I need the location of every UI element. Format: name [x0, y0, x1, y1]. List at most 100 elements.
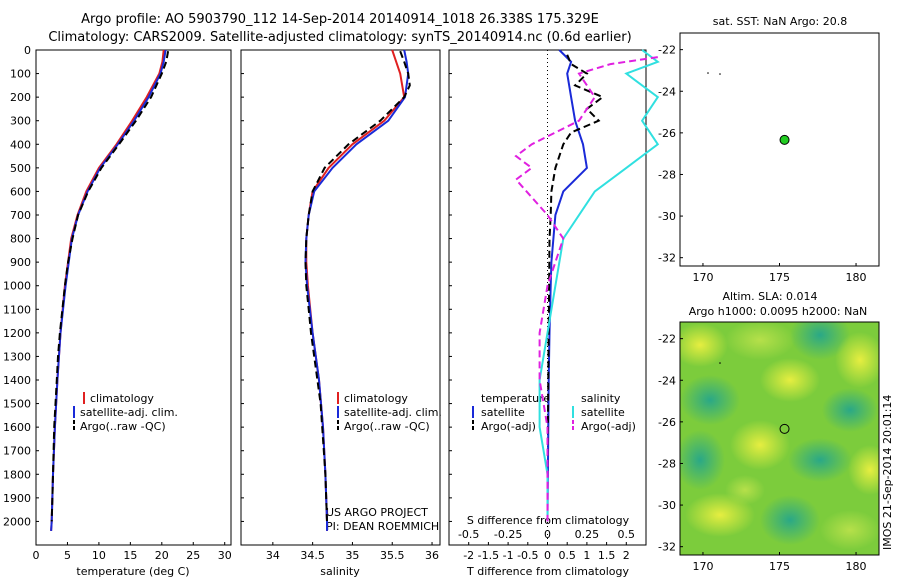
diff-legend-temperature-title: temperature [481, 392, 550, 405]
depth-tick-label: 100 [10, 68, 31, 81]
map-y-tick-label: -24 [658, 85, 676, 98]
temperature-panel-frame [35, 49, 232, 546]
temperature-axis-label: temperature (deg C) [76, 565, 189, 578]
depth-tick-label: 1600 [3, 421, 31, 434]
depth-tick-label: 600 [10, 185, 31, 198]
depth-tick-label: 1100 [3, 303, 31, 316]
series-line-sat [304, 49, 410, 531]
diff-legend-salinity-title: salinity [581, 392, 621, 405]
map-dot [707, 72, 709, 74]
map-dot [719, 362, 721, 364]
float-position-marker [779, 423, 790, 434]
depth-tick-label: 1400 [3, 374, 31, 387]
map-x-tick-label: 180 [846, 560, 867, 573]
x-tick-label: 30 [218, 549, 232, 562]
x-tick-label: 1 [583, 549, 590, 562]
x-tick-label: 2 [623, 549, 630, 562]
map-y-tick-label: -30 [658, 210, 676, 223]
sla-map-title: Altim. SLA: 0.014 [722, 290, 817, 303]
x-tick-label: 15 [123, 549, 137, 562]
temperature-legend-satellite: satellite-adj. clim. [80, 406, 178, 419]
temperature-legend-argo: Argo(..raw -QC) [80, 420, 166, 433]
salinity-legend-climatology: climatology [344, 392, 408, 405]
depth-tick-label: 500 [10, 162, 31, 175]
map-y-tick-label: -30 [658, 499, 676, 512]
x-tick-label: 35.5 [380, 549, 405, 562]
depth-tick-label: 1000 [3, 280, 31, 293]
x-tick-label: 10 [92, 549, 106, 562]
map-y-tick-label: -22 [658, 333, 676, 346]
header-line-2: Climatology: CARS2009. Satellite-adjuste… [48, 30, 632, 45]
depth-tick-label: 1300 [3, 350, 31, 363]
header-line-1: Argo profile: AO 5903790_112 14-Sep-2014… [81, 12, 599, 27]
x-tick-label: 25 [186, 549, 200, 562]
map-y-tick-label: -26 [658, 127, 676, 140]
depth-tick-label: 200 [10, 91, 31, 104]
sst-map-title: sat. SST: NaN Argo: 20.8 [713, 15, 847, 28]
series-line-sat [50, 49, 167, 531]
map-x-tick-label: 170 [692, 271, 713, 284]
s-diff-tick-label: -0.5 [458, 528, 479, 541]
series-line-sat [546, 49, 588, 522]
salinity-panel-frame [240, 49, 441, 546]
series-line-sal_sat [538, 49, 660, 522]
diff-legend-t-satellite: satellite [481, 406, 525, 419]
depth-tick-label: 1200 [3, 327, 31, 340]
x-tick-label: 20 [155, 549, 169, 562]
map-y-tick-label: -28 [658, 457, 676, 470]
x-tick-label: -0.5 [517, 549, 538, 562]
x-tick-label: 36 [425, 549, 439, 562]
depth-tick-label: 700 [10, 209, 31, 222]
map-x-tick-label: 170 [692, 560, 713, 573]
series-line-argo [546, 54, 605, 522]
x-tick-label: -1 [503, 549, 514, 562]
temperature-legend-climatology: climatology [90, 392, 154, 405]
project-credit: US ARGO PROJECT [326, 506, 428, 519]
x-tick-label: 0 [33, 549, 40, 562]
map-dot [719, 73, 721, 75]
sla-map-subtitle: Argo h1000: 0.0095 h2000: NaN [689, 305, 868, 318]
series-line-sal_argo [514, 56, 658, 522]
map-x-tick-label: 180 [846, 271, 867, 284]
depth-tick-label: 1900 [3, 492, 31, 505]
salinity-axis-label: salinity [320, 565, 360, 578]
map-y-tick-label: -32 [658, 541, 676, 554]
x-tick-label: 0.5 [558, 549, 576, 562]
salinity-legend-argo: Argo(..raw -QC) [344, 420, 430, 433]
s-diff-tick-label: -0.25 [494, 528, 522, 541]
map-x-tick-label: 175 [769, 560, 790, 573]
depth-tick-label: 1500 [3, 398, 31, 411]
x-tick-label: 0 [544, 549, 551, 562]
map-y-tick-label: -32 [658, 252, 676, 265]
x-tick-label: 5 [64, 549, 71, 562]
chart-marks: 0100200300400500600700800900100011001200… [3, 44, 867, 573]
depth-tick-label: 0 [24, 44, 31, 57]
diff-legend-s-argo: Argo(-adj) [581, 420, 636, 433]
x-tick-label: -2 [463, 549, 474, 562]
imos-timestamp: IMOS 21-Sep-2014 20:01:14 [881, 394, 894, 550]
s-diff-tick-label: 0.25 [575, 528, 600, 541]
map-y-tick-label: -26 [658, 416, 676, 429]
salinity-legend-satellite: satellite-adj. clim. [344, 406, 442, 419]
pi-credit: PI: DEAN ROEMMICH [326, 520, 439, 533]
x-tick-label: 34.5 [300, 549, 325, 562]
map-y-tick-label: -28 [658, 168, 676, 181]
depth-tick-label: 900 [10, 256, 31, 269]
depth-tick-label: 300 [10, 115, 31, 128]
x-tick-label: 35 [345, 549, 359, 562]
t-difference-axis-label: T difference from climatology [466, 565, 629, 578]
map-y-tick-label: -24 [658, 374, 676, 387]
x-tick-label: -1.5 [478, 549, 499, 562]
series-line-clim [50, 49, 165, 531]
series-line-clim [305, 49, 406, 531]
float-position-marker [779, 134, 790, 145]
diff-legend-s-satellite: satellite [581, 406, 625, 419]
depth-tick-label: 1700 [3, 445, 31, 458]
sst-map-frame [679, 32, 880, 267]
depth-tick-label: 800 [10, 233, 31, 246]
depth-tick-label: 1800 [3, 468, 31, 481]
sla-heatmap [680, 322, 879, 555]
map-y-tick-label: -22 [658, 44, 676, 57]
diff-legend-t-argo: Argo(-adj) [481, 420, 536, 433]
